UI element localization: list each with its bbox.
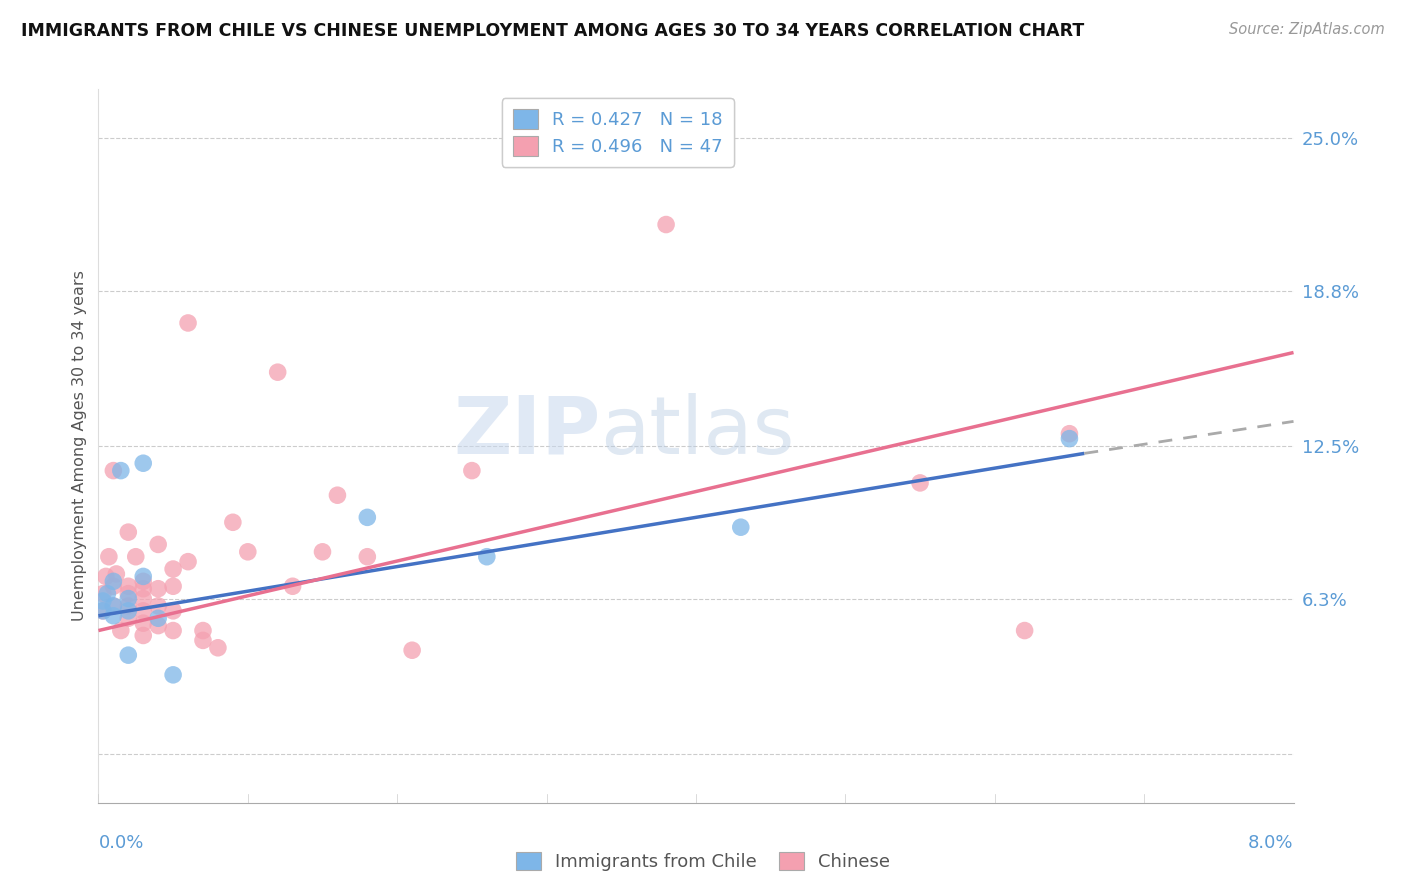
- Point: [132, 574, 155, 589]
- Point: [461, 464, 484, 478]
- Point: [117, 604, 139, 618]
- Point: [730, 520, 752, 534]
- Point: [103, 599, 125, 613]
- Point: [117, 579, 139, 593]
- Point: [125, 549, 148, 564]
- Point: [105, 566, 128, 581]
- Point: [103, 464, 125, 478]
- Point: [222, 516, 245, 530]
- Point: [236, 545, 259, 559]
- Point: [207, 640, 229, 655]
- Point: [475, 549, 498, 564]
- Point: [148, 599, 170, 613]
- Text: atlas: atlas: [600, 392, 794, 471]
- Point: [177, 316, 200, 330]
- Point: [148, 582, 170, 596]
- Point: [96, 587, 118, 601]
- Point: [162, 562, 184, 576]
- Point: [117, 525, 139, 540]
- Point: [132, 604, 155, 618]
- Point: [908, 475, 931, 490]
- Point: [103, 599, 125, 613]
- Point: [281, 579, 304, 593]
- Text: ZIP: ZIP: [453, 392, 600, 471]
- Point: [132, 591, 155, 606]
- Point: [191, 624, 214, 638]
- Point: [311, 545, 333, 559]
- Point: [132, 569, 155, 583]
- Point: [356, 510, 378, 524]
- Text: Source: ZipAtlas.com: Source: ZipAtlas.com: [1229, 22, 1385, 37]
- Point: [110, 624, 132, 638]
- Point: [162, 624, 184, 638]
- Text: 0.0%: 0.0%: [98, 834, 143, 852]
- Point: [91, 604, 114, 618]
- Point: [356, 549, 378, 564]
- Point: [267, 365, 290, 379]
- Point: [1059, 426, 1081, 441]
- Legend: R = 0.427   N = 18, R = 0.496   N = 47: R = 0.427 N = 18, R = 0.496 N = 47: [502, 98, 734, 167]
- Y-axis label: Unemployment Among Ages 30 to 34 years: Unemployment Among Ages 30 to 34 years: [72, 270, 87, 622]
- Point: [117, 648, 139, 662]
- Legend: Immigrants from Chile, Chinese: Immigrants from Chile, Chinese: [509, 845, 897, 879]
- Point: [117, 611, 139, 625]
- Point: [103, 608, 125, 623]
- Point: [1059, 432, 1081, 446]
- Point: [117, 591, 139, 606]
- Point: [177, 555, 200, 569]
- Point: [162, 668, 184, 682]
- Point: [91, 594, 114, 608]
- Point: [103, 579, 125, 593]
- Point: [110, 464, 132, 478]
- Point: [117, 599, 139, 613]
- Point: [1014, 624, 1036, 638]
- Point: [655, 218, 678, 232]
- Point: [326, 488, 349, 502]
- Point: [148, 537, 170, 551]
- Point: [132, 582, 155, 596]
- Point: [132, 456, 155, 470]
- Point: [148, 618, 170, 632]
- Text: 8.0%: 8.0%: [1249, 834, 1294, 852]
- Point: [97, 549, 120, 564]
- Point: [117, 587, 139, 601]
- Point: [132, 628, 155, 642]
- Point: [94, 569, 117, 583]
- Point: [401, 643, 423, 657]
- Point: [103, 574, 125, 589]
- Point: [148, 611, 170, 625]
- Point: [91, 587, 114, 601]
- Text: IMMIGRANTS FROM CHILE VS CHINESE UNEMPLOYMENT AMONG AGES 30 TO 34 YEARS CORRELAT: IMMIGRANTS FROM CHILE VS CHINESE UNEMPLO…: [21, 22, 1084, 40]
- Point: [162, 579, 184, 593]
- Point: [132, 616, 155, 631]
- Point: [91, 604, 114, 618]
- Point: [162, 604, 184, 618]
- Point: [191, 633, 214, 648]
